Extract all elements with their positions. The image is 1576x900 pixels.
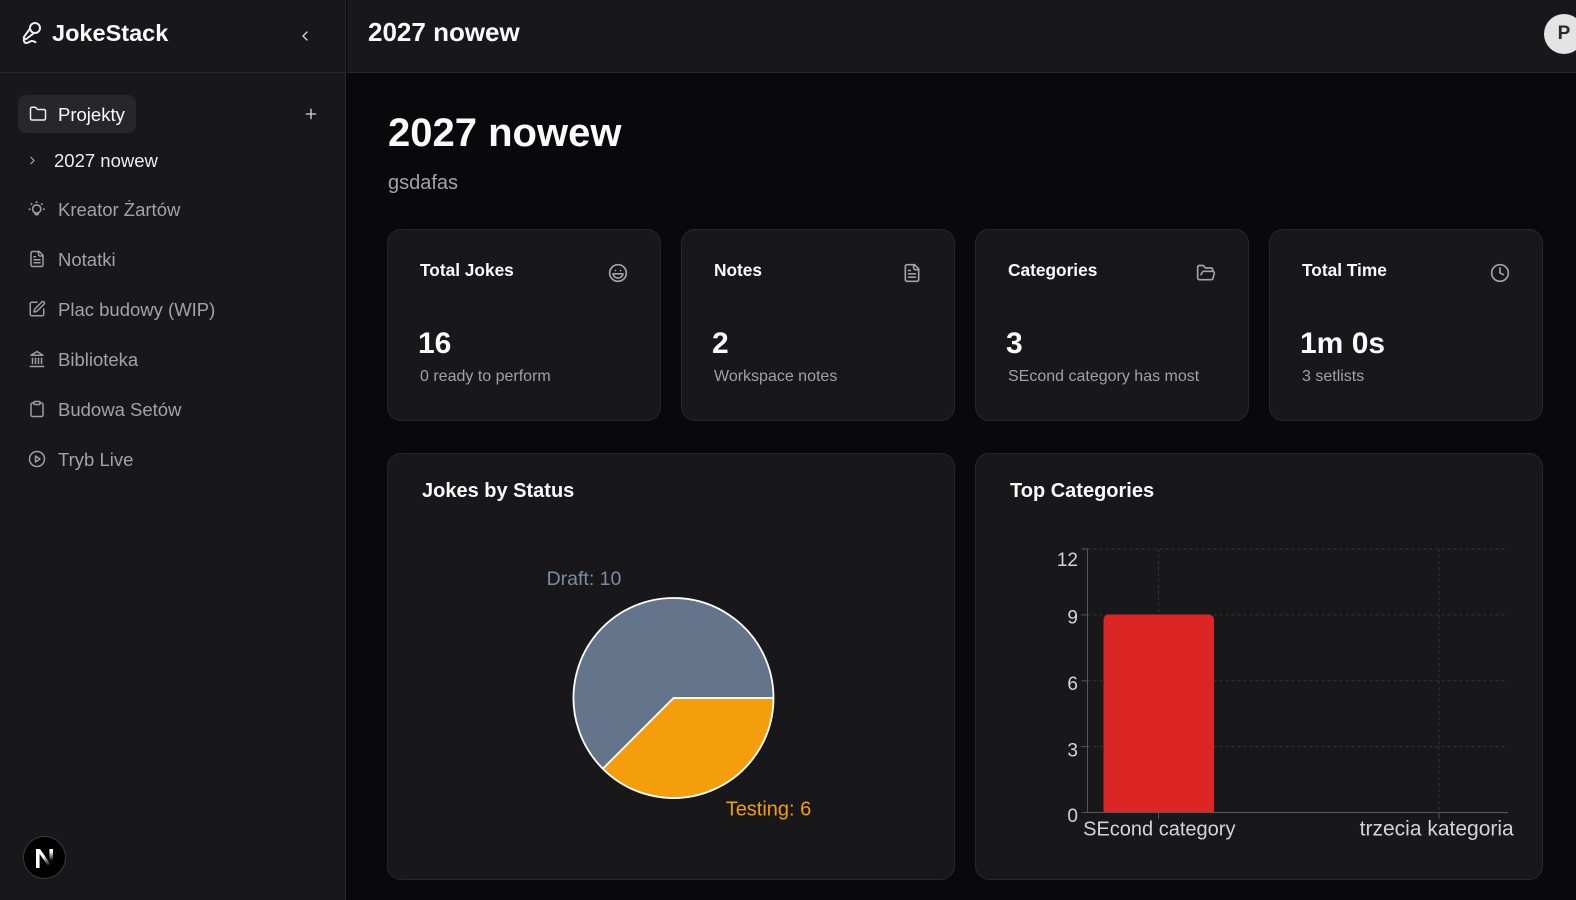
svg-text:trzecia kategoria: trzecia kategoria xyxy=(1360,818,1514,841)
svg-text:3: 3 xyxy=(1067,740,1078,761)
svg-text:9: 9 xyxy=(1067,608,1078,629)
svg-text:12: 12 xyxy=(1057,550,1078,571)
svg-text:Testing: 6: Testing: 6 xyxy=(726,799,812,821)
svg-text:SEcond category: SEcond category xyxy=(1083,819,1235,841)
svg-text:Draft: 10: Draft: 10 xyxy=(547,568,622,590)
svg-text:0: 0 xyxy=(1067,806,1078,827)
svg-text:6: 6 xyxy=(1067,674,1078,695)
